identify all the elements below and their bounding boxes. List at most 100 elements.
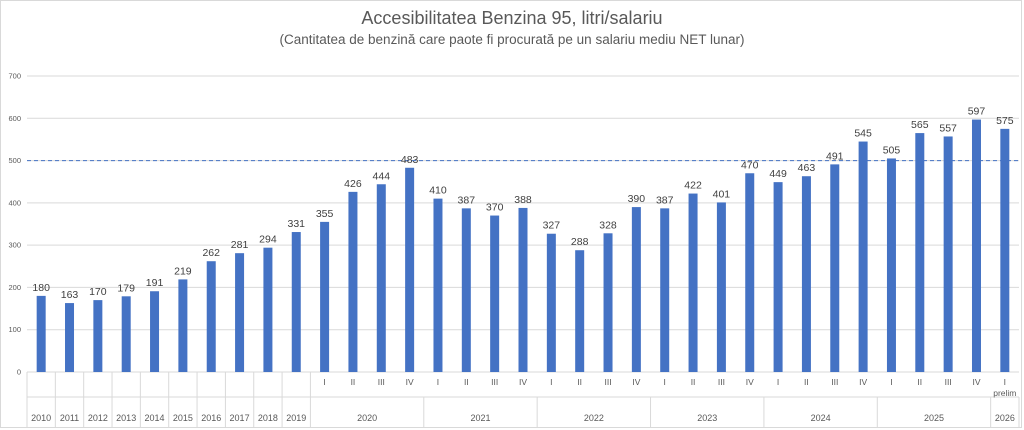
x-sub-tick-label: IV	[519, 377, 527, 387]
data-label: 387	[656, 194, 674, 206]
x-sub-tick-label: IV	[632, 377, 640, 387]
x-group-label: 2012	[88, 413, 108, 423]
bar	[235, 253, 245, 372]
data-label: 410	[429, 185, 447, 197]
x-sub-tick-label: II	[351, 377, 356, 387]
bar	[745, 173, 755, 372]
x-group-label: 2017	[230, 413, 250, 423]
bar	[1000, 128, 1010, 372]
x-group-label: 2018	[258, 413, 278, 423]
bar	[121, 296, 131, 372]
data-label: 331	[287, 218, 305, 230]
data-label: 388	[514, 194, 532, 206]
x-sub-tick-label: I	[550, 377, 552, 387]
bar	[178, 279, 188, 372]
data-label: 597	[968, 106, 986, 118]
x-sub-tick-label: II	[804, 377, 809, 387]
data-label: 463	[798, 162, 816, 174]
bar	[65, 303, 75, 372]
data-label: 327	[543, 220, 561, 232]
data-label: 294	[259, 234, 277, 246]
x-group-label: 2025	[924, 413, 944, 423]
data-label: 281	[231, 239, 249, 251]
x-sub-tick-label: II	[464, 377, 469, 387]
x-group-label: 2011	[60, 413, 79, 423]
x-sub-tick-label: II	[691, 377, 696, 387]
data-label: 387	[458, 194, 476, 206]
bar	[886, 158, 896, 372]
y-tick-label: 300	[8, 241, 21, 250]
bar	[943, 136, 953, 372]
bar	[150, 291, 160, 372]
x-group-label: 2016	[201, 413, 221, 423]
bar	[575, 250, 585, 372]
bar	[801, 176, 811, 372]
x-sub-tick-label: III	[378, 377, 385, 387]
y-tick-label: 0	[17, 368, 21, 377]
bar	[320, 221, 330, 372]
x-group-label: 2023	[697, 413, 717, 423]
data-label: 505	[883, 144, 901, 156]
bar	[830, 164, 840, 372]
data-label: 288	[571, 236, 589, 248]
x-group-label: 2026	[995, 413, 1015, 423]
y-tick-label: 600	[8, 114, 21, 123]
bar	[660, 208, 670, 372]
bar	[263, 247, 273, 372]
x-sub-tick-label: I	[1004, 377, 1006, 387]
x-sub-tick-label: III	[718, 377, 725, 387]
bar	[376, 184, 386, 372]
data-label: 179	[117, 282, 135, 294]
bar	[631, 207, 641, 372]
x-sub-tick-label: I	[664, 377, 666, 387]
x-sub-tick-label: IV	[859, 377, 867, 387]
x-sub-tick-label: II	[917, 377, 922, 387]
bar	[490, 215, 500, 372]
x-group-label: 2014	[145, 413, 165, 423]
data-label: 219	[174, 265, 192, 277]
data-label: 401	[713, 188, 731, 200]
x-sub-tick-label: III	[491, 377, 498, 387]
x-group-label: 2022	[584, 413, 604, 423]
y-tick-label: 400	[8, 198, 21, 207]
data-label: 422	[684, 180, 702, 192]
x-sub-tick-label: I	[777, 377, 779, 387]
x-sub-tick-label: prelim	[993, 388, 1016, 398]
data-label: 575	[996, 115, 1014, 127]
bar	[971, 119, 981, 372]
data-label: 426	[344, 178, 362, 190]
x-sub-tick-label: III	[831, 377, 838, 387]
bar	[206, 261, 216, 372]
chart-subtitle: (Cantitatea de benzină care paote fi pro…	[279, 32, 745, 47]
x-group-label: 2010	[31, 413, 51, 423]
data-label: 565	[911, 119, 929, 131]
x-sub-tick-label: III	[604, 377, 611, 387]
x-sub-tick-label: III	[945, 377, 952, 387]
bar	[405, 167, 415, 372]
data-label: 491	[826, 150, 844, 162]
data-label: 163	[61, 289, 79, 301]
bar	[858, 141, 868, 372]
y-tick-label: 200	[8, 283, 21, 292]
bar	[461, 208, 471, 372]
x-sub-tick-label: IV	[972, 377, 980, 387]
data-label: 370	[486, 202, 504, 214]
x-group-label: 2015	[173, 413, 193, 423]
bar	[93, 300, 103, 372]
bar	[518, 207, 528, 372]
data-label: 355	[316, 208, 334, 220]
bar	[36, 295, 46, 372]
data-label: 191	[146, 277, 164, 289]
data-label: 444	[373, 170, 391, 182]
data-label: 449	[769, 168, 787, 180]
data-label: 170	[89, 286, 107, 298]
data-label: 545	[854, 128, 872, 140]
data-label: 328	[599, 219, 617, 231]
y-tick-label: 700	[8, 72, 21, 81]
bar	[433, 198, 443, 372]
x-sub-tick-label: I	[323, 377, 325, 387]
bar	[291, 232, 301, 372]
x-sub-tick-label: I	[437, 377, 439, 387]
bar	[773, 182, 783, 372]
